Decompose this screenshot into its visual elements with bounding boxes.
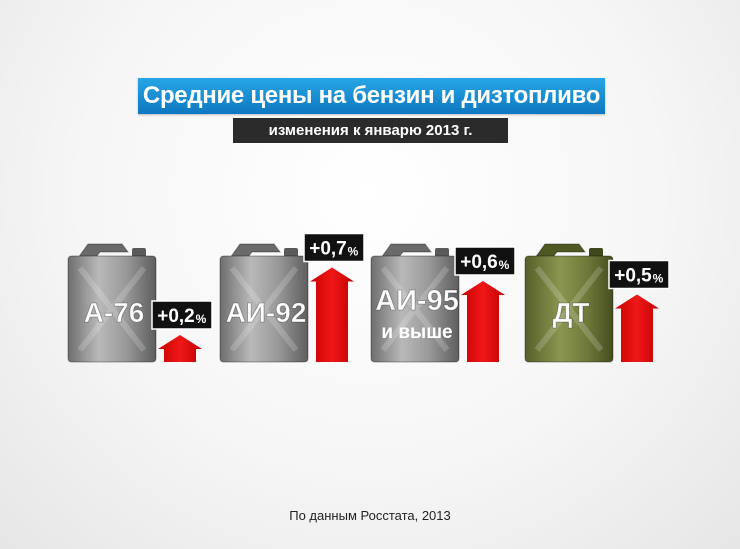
value-unit: % (653, 272, 664, 286)
canister-green-icon (524, 243, 614, 363)
increase-arrow-bar (461, 281, 505, 362)
chart-subtitle: изменения к январю 2013 г. (233, 118, 508, 143)
fuel-group: АИ-92 +0,7% (219, 232, 365, 363)
value-label-box (303, 232, 365, 263)
value-label: +0,7 (309, 239, 347, 260)
value-label-box (151, 300, 213, 330)
increase-arrow-bar (310, 267, 354, 362)
canister-grey-icon (67, 243, 157, 363)
value-unit: % (499, 258, 510, 272)
value-label: +0,2 (157, 306, 195, 327)
fuel-group: ДТ +0,5% (524, 243, 670, 363)
increase-arrow-bar (158, 335, 202, 362)
chart-title: Средние цены на бензин и дизтопливо (138, 78, 605, 114)
fuel-label: ДТ (552, 297, 589, 328)
fuel-label: АИ-92 (226, 297, 307, 328)
source-note: По данным Росстата, 2013 (289, 508, 451, 523)
value-label: +0,6 (460, 252, 498, 273)
fuel-group: АИ-95 и выше +0,6% (370, 243, 516, 363)
fuel-group: А-76 +0,2% (67, 243, 213, 363)
value-unit: % (348, 245, 359, 259)
value-label-box (608, 259, 670, 290)
fuel-label: АИ-95 (375, 285, 459, 317)
fuel-sublabel: и выше (381, 322, 452, 343)
canister-grey-icon (370, 243, 460, 363)
value-label-box (454, 246, 516, 276)
fuel-label: А-76 (84, 297, 145, 328)
value-label: +0,5 (614, 266, 652, 287)
value-unit: % (196, 312, 207, 326)
increase-arrow-bar (615, 294, 659, 362)
